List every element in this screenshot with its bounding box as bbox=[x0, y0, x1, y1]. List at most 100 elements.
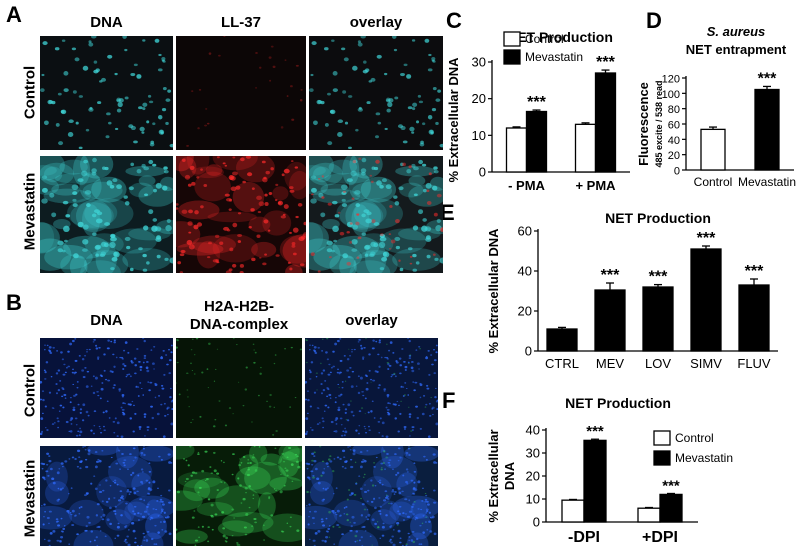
cell-nucleus bbox=[113, 341, 117, 344]
cell-nucleus bbox=[309, 88, 314, 93]
cell-nucleus bbox=[361, 544, 364, 546]
cell-nucleus bbox=[310, 361, 314, 364]
cell-smear bbox=[107, 456, 153, 488]
cell-nucleus bbox=[422, 515, 425, 517]
chart-c-legend-label: Mevastatin bbox=[525, 50, 583, 64]
cell-nucleus bbox=[259, 372, 262, 375]
cell-nucleus bbox=[338, 526, 341, 528]
cell-nucleus bbox=[408, 165, 412, 169]
cell-nucleus bbox=[124, 402, 127, 405]
cell-nucleus bbox=[251, 187, 255, 190]
cell-nucleus bbox=[193, 224, 199, 230]
chart-e-bar-mev bbox=[594, 289, 626, 352]
cell-nucleus bbox=[313, 455, 316, 457]
cell-smear bbox=[279, 235, 306, 264]
cell-nucleus bbox=[320, 474, 323, 477]
cell-nucleus bbox=[350, 465, 354, 469]
cell-nucleus bbox=[377, 121, 382, 125]
cell-nucleus bbox=[130, 473, 133, 476]
cell-nucleus bbox=[81, 419, 85, 422]
cell-nucleus bbox=[371, 347, 375, 350]
cell-smear bbox=[222, 511, 274, 533]
cell-nucleus bbox=[347, 446, 350, 448]
cell-nucleus bbox=[123, 459, 127, 461]
cell-nucleus bbox=[413, 166, 419, 171]
cell-nucleus bbox=[105, 135, 110, 139]
cell-nucleus bbox=[146, 426, 150, 429]
cell-nucleus bbox=[311, 344, 314, 347]
cell-nucleus bbox=[386, 452, 389, 456]
cell-nucleus bbox=[170, 351, 173, 354]
cell-nucleus bbox=[405, 454, 408, 456]
cell-nucleus bbox=[79, 467, 82, 470]
cell-nucleus bbox=[41, 390, 45, 392]
cell-nucleus bbox=[160, 458, 163, 461]
cell-nucleus bbox=[61, 487, 64, 489]
cell-nucleus bbox=[305, 382, 306, 384]
chart-e-ytick-label: 40 bbox=[518, 264, 532, 279]
cell-smear bbox=[278, 446, 300, 461]
cell-nucleus bbox=[81, 170, 88, 177]
cell-nucleus bbox=[408, 406, 410, 408]
cell-nucleus bbox=[419, 383, 423, 387]
cell-nucleus bbox=[206, 368, 209, 370]
cell-nucleus bbox=[86, 348, 88, 351]
cell-nucleus bbox=[318, 422, 321, 424]
cell-nucleus bbox=[388, 502, 390, 505]
cell-nucleus bbox=[101, 450, 104, 452]
cell-nucleus bbox=[331, 39, 335, 42]
cell-nucleus bbox=[429, 516, 432, 519]
cell-nucleus bbox=[311, 516, 315, 520]
chart-f-significance: *** bbox=[586, 423, 604, 440]
cell-nucleus bbox=[345, 419, 348, 421]
cell-smear bbox=[54, 173, 101, 184]
cell-nucleus bbox=[219, 241, 224, 245]
cell-nucleus bbox=[200, 205, 204, 209]
cell-nucleus bbox=[408, 416, 412, 418]
cell-nucleus bbox=[363, 60, 367, 64]
cell-nucleus bbox=[143, 510, 148, 513]
cell-nucleus bbox=[90, 530, 94, 533]
cell-nucleus bbox=[272, 433, 275, 436]
chart-d-significance: *** bbox=[758, 70, 777, 87]
cell-nucleus bbox=[90, 36, 97, 39]
cell-nucleus bbox=[425, 182, 432, 189]
cell-nucleus bbox=[334, 430, 338, 433]
cell-nucleus bbox=[431, 407, 434, 410]
cell-nucleus bbox=[337, 406, 341, 409]
cell-nucleus bbox=[40, 88, 45, 93]
cell-nucleus bbox=[401, 348, 404, 350]
cell-nucleus bbox=[350, 410, 354, 414]
cell-nucleus bbox=[393, 195, 398, 199]
cell-nucleus bbox=[142, 361, 145, 364]
cell-nucleus bbox=[419, 348, 422, 350]
cell-nucleus bbox=[245, 156, 252, 159]
cell-nucleus bbox=[436, 408, 438, 410]
cell-nucleus bbox=[289, 189, 295, 193]
cell-nucleus bbox=[193, 373, 196, 375]
cell-nucleus bbox=[379, 479, 382, 482]
cell-nucleus bbox=[326, 240, 333, 246]
cell-smear bbox=[379, 228, 427, 254]
cell-nucleus bbox=[258, 446, 261, 448]
cell-nucleus bbox=[358, 410, 362, 413]
cell-nucleus bbox=[123, 540, 126, 542]
cell-nucleus bbox=[359, 376, 363, 380]
cell-nucleus bbox=[239, 484, 242, 487]
cell-nucleus bbox=[228, 407, 232, 410]
cell-nucleus bbox=[331, 366, 333, 369]
cell-nucleus bbox=[357, 432, 361, 435]
cell-nucleus bbox=[154, 38, 160, 43]
cell-nucleus bbox=[165, 354, 168, 356]
cell-nucleus bbox=[369, 253, 375, 258]
cell-nucleus bbox=[392, 351, 395, 354]
cell-nucleus bbox=[124, 201, 130, 206]
cell-nucleus bbox=[40, 417, 44, 421]
cell-nucleus bbox=[371, 484, 375, 487]
cell-nucleus bbox=[387, 101, 393, 108]
cell-nucleus bbox=[371, 219, 376, 224]
cell-nucleus bbox=[43, 516, 45, 518]
cell-nucleus bbox=[289, 406, 292, 408]
cell-nucleus bbox=[164, 530, 168, 533]
cell-nucleus bbox=[426, 200, 432, 205]
